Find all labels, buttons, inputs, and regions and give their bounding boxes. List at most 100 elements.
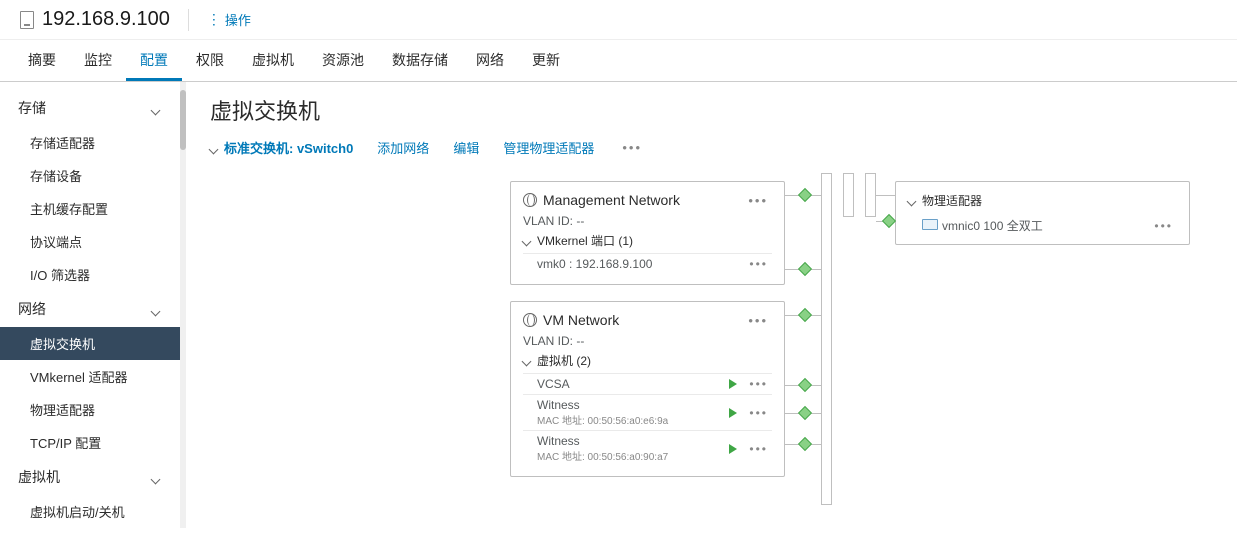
- chevron-down-icon: [210, 143, 220, 153]
- connector-line: [876, 195, 895, 196]
- trunk-line: [821, 173, 832, 505]
- power-on-icon: [729, 408, 737, 418]
- sidebar-cat-network-label: 网络: [18, 299, 46, 319]
- vm-entry-vcsa[interactable]: VCSA •••: [523, 373, 772, 394]
- nic-label: vmnic0 100 全双工: [942, 219, 1043, 233]
- sidebar-cat-vm-label: 虚拟机: [18, 467, 60, 487]
- sidebar-item-storage-adapters[interactable]: 存储适配器: [0, 126, 180, 159]
- tab-summary[interactable]: 摘要: [14, 40, 70, 81]
- mac-address: MAC 地址: 00:50:56:a0:90:a7: [537, 452, 668, 463]
- portgroup-name-label: VM Network: [543, 312, 619, 328]
- content-area: 存储 存储适配器 存储设备 主机缓存配置 协议端点 I/O 筛选器 网络 虚拟交…: [0, 82, 1237, 528]
- portgroup-name-label: Management Network: [543, 192, 680, 208]
- sidebar-item-tcpip[interactable]: TCP/IP 配置: [0, 426, 180, 459]
- sidebar-item-physical-adapters[interactable]: 物理适配器: [0, 393, 180, 426]
- sidebar-cat-network[interactable]: 网络: [0, 291, 180, 327]
- mac-address: MAC 地址: 00:50:56:a0:e6:9a: [537, 416, 668, 427]
- vm-actions-icon[interactable]: •••: [745, 377, 772, 391]
- tab-networks[interactable]: 网络: [462, 40, 518, 81]
- sidebar-cat-storage[interactable]: 存储: [0, 90, 180, 126]
- sidebar-cat-storage-label: 存储: [18, 98, 46, 118]
- tab-datastores[interactable]: 数据存储: [378, 40, 462, 81]
- portgroup-actions-icon[interactable]: •••: [744, 313, 772, 328]
- add-network-link[interactable]: 添加网络: [377, 138, 429, 157]
- vm-actions-icon[interactable]: •••: [745, 406, 772, 420]
- page-title: 虚拟交换机: [210, 94, 1213, 126]
- physical-adapters-box: 物理适配器 vmnic0 100 全双工 •••: [895, 181, 1190, 245]
- chevron-down-icon: [908, 196, 918, 206]
- tab-permissions[interactable]: 权限: [182, 40, 238, 81]
- page-header: 192.168.9.100 操作: [0, 0, 1237, 40]
- physical-adapters-column: 物理适配器 vmnic0 100 全双工 •••: [895, 181, 1190, 245]
- actions-menu[interactable]: 操作: [207, 10, 251, 29]
- vm-name-label: Witness: [537, 434, 580, 448]
- switch-header-row: 标准交换机: vSwitch0 添加网络 编辑 管理物理适配器 •••: [210, 138, 1213, 157]
- chevron-down-icon: [152, 103, 162, 113]
- status-dot-icon: [798, 378, 812, 392]
- vms-section-label: 虚拟机 (2): [537, 352, 591, 369]
- tab-updates[interactable]: 更新: [518, 40, 574, 81]
- switch-name[interactable]: 标准交换机: vSwitch0: [210, 138, 353, 157]
- portgroup-icon: [523, 193, 537, 207]
- vmkernel-ports-label: VMkernel 端口 (1): [537, 232, 633, 249]
- physical-adapters-toggle[interactable]: 物理适配器: [908, 192, 982, 209]
- tab-vms[interactable]: 虚拟机: [238, 40, 308, 81]
- vmkernel-ports-toggle[interactable]: VMkernel 端口 (1): [523, 232, 772, 249]
- vm-actions-icon[interactable]: •••: [745, 442, 772, 456]
- trunk-line: [865, 173, 876, 217]
- tab-resource-pool[interactable]: 资源池: [308, 40, 378, 81]
- port-groups-column: Management Network ••• VLAN ID: -- VMker…: [510, 181, 785, 477]
- vm-entry-witness-2[interactable]: Witness MAC 地址: 00:50:56:a0:90:a7 •••: [523, 430, 772, 466]
- divider: [188, 9, 189, 31]
- host-ip: 192.168.9.100: [42, 8, 170, 31]
- config-sidebar: 存储 存储适配器 存储设备 主机缓存配置 协议端点 I/O 筛选器 网络 虚拟交…: [0, 82, 180, 528]
- portgroup-title[interactable]: VM Network: [523, 312, 619, 328]
- power-on-icon: [729, 444, 737, 454]
- tab-configure[interactable]: 配置: [126, 40, 182, 81]
- sidebar-cat-vm[interactable]: 虚拟机: [0, 459, 180, 495]
- main-panel: 虚拟交换机 标准交换机: vSwitch0 添加网络 编辑 管理物理适配器 ••…: [186, 82, 1237, 528]
- trunk-line: [843, 173, 854, 217]
- sidebar-item-vm-startup[interactable]: 虚拟机启动/关机: [0, 495, 180, 528]
- vmk-actions-icon[interactable]: •••: [745, 257, 772, 271]
- chevron-down-icon: [523, 356, 533, 366]
- nic-entry[interactable]: vmnic0 100 全双工 •••: [908, 217, 1177, 234]
- host-icon: [20, 11, 34, 29]
- portgroup-vm-network: VM Network ••• VLAN ID: -- 虚拟机 (2) VCSA •…: [510, 301, 785, 477]
- status-dot-icon: [798, 308, 812, 322]
- nic-actions-icon[interactable]: •••: [1150, 219, 1177, 233]
- manage-adapters-link[interactable]: 管理物理适配器: [503, 138, 594, 157]
- physical-adapters-label: 物理适配器: [922, 192, 982, 209]
- sidebar-item-protocol-endpoints[interactable]: 协议端点: [0, 225, 180, 258]
- vms-toggle[interactable]: 虚拟机 (2): [523, 352, 772, 369]
- vm-entry-witness-1[interactable]: Witness MAC 地址: 00:50:56:a0:e6:9a •••: [523, 394, 772, 430]
- sidebar-item-virtual-switches[interactable]: 虚拟交换机: [0, 327, 180, 360]
- vmk-label: vmk0 : 192.168.9.100: [537, 257, 652, 271]
- portgroup-management-network: Management Network ••• VLAN ID: -- VMker…: [510, 181, 785, 285]
- chevron-down-icon: [523, 236, 533, 246]
- main-tabs: 摘要 监控 配置 权限 虚拟机 资源池 数据存储 网络 更新: [0, 40, 1237, 82]
- status-dot-icon: [798, 406, 812, 420]
- sidebar-item-host-cache[interactable]: 主机缓存配置: [0, 192, 180, 225]
- vlan-id: VLAN ID: --: [523, 214, 772, 228]
- portgroup-icon: [523, 313, 537, 327]
- edit-link[interactable]: 编辑: [453, 138, 479, 157]
- tab-monitor[interactable]: 监控: [70, 40, 126, 81]
- sidebar-item-vmkernel-adapters[interactable]: VMkernel 适配器: [0, 360, 180, 393]
- sidebar-item-io-filters[interactable]: I/O 筛选器: [0, 258, 180, 291]
- status-dot-icon: [882, 214, 896, 228]
- more-actions-icon[interactable]: •••: [618, 140, 646, 155]
- vlan-id: VLAN ID: --: [523, 334, 772, 348]
- power-on-icon: [729, 379, 737, 389]
- switch-name-label: 标准交换机: vSwitch0: [224, 138, 353, 157]
- vmk-entry[interactable]: vmk0 : 192.168.9.100 •••: [523, 253, 772, 274]
- vm-name-label: Witness: [537, 398, 580, 412]
- status-dot-icon: [798, 188, 812, 202]
- status-dot-icon: [798, 262, 812, 276]
- sidebar-item-storage-devices[interactable]: 存储设备: [0, 159, 180, 192]
- portgroup-actions-icon[interactable]: •••: [744, 193, 772, 208]
- portgroup-title[interactable]: Management Network: [523, 192, 680, 208]
- nic-icon: [922, 219, 938, 230]
- chevron-down-icon: [152, 472, 162, 482]
- vm-name-label: VCSA: [537, 377, 570, 391]
